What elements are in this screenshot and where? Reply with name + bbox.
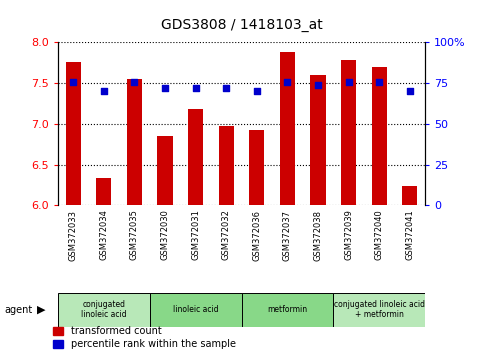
Bar bbox=[280, 52, 295, 205]
Text: GDS3808 / 1418103_at: GDS3808 / 1418103_at bbox=[161, 18, 322, 32]
Text: GSM372032: GSM372032 bbox=[222, 210, 231, 261]
Text: GSM372038: GSM372038 bbox=[313, 210, 323, 261]
Text: ▶: ▶ bbox=[37, 305, 45, 315]
Bar bbox=[150, 293, 242, 327]
Bar bbox=[371, 67, 387, 205]
Point bbox=[192, 85, 199, 91]
Bar bbox=[66, 62, 81, 205]
Bar bbox=[219, 126, 234, 205]
Bar bbox=[402, 186, 417, 205]
Point bbox=[222, 85, 230, 91]
Text: conjugated linoleic acid
+ metformin: conjugated linoleic acid + metformin bbox=[334, 300, 425, 319]
Point bbox=[100, 88, 108, 94]
Bar bbox=[157, 136, 173, 205]
Text: GSM372030: GSM372030 bbox=[160, 210, 170, 261]
Text: GSM372031: GSM372031 bbox=[191, 210, 200, 261]
Bar bbox=[333, 293, 425, 327]
Point bbox=[130, 79, 138, 84]
Bar bbox=[242, 293, 333, 327]
Text: conjugated
linoleic acid: conjugated linoleic acid bbox=[81, 300, 127, 319]
Point bbox=[284, 79, 291, 84]
Bar bbox=[341, 61, 356, 205]
Point bbox=[70, 79, 77, 84]
Text: GSM372035: GSM372035 bbox=[130, 210, 139, 261]
Bar bbox=[188, 109, 203, 205]
Text: GSM372039: GSM372039 bbox=[344, 210, 353, 261]
Point bbox=[161, 85, 169, 91]
Point bbox=[375, 79, 383, 84]
Text: GSM372041: GSM372041 bbox=[405, 210, 414, 260]
Text: agent: agent bbox=[5, 305, 33, 315]
Point bbox=[253, 88, 261, 94]
Text: GSM372036: GSM372036 bbox=[252, 210, 261, 261]
Point bbox=[345, 79, 353, 84]
Text: metformin: metformin bbox=[267, 305, 308, 314]
Bar bbox=[96, 178, 112, 205]
Bar bbox=[127, 79, 142, 205]
Text: GSM372040: GSM372040 bbox=[375, 210, 384, 260]
Bar bbox=[249, 130, 265, 205]
Text: GSM372034: GSM372034 bbox=[99, 210, 108, 261]
Point bbox=[314, 82, 322, 88]
Legend: transformed count, percentile rank within the sample: transformed count, percentile rank withi… bbox=[53, 326, 236, 349]
Bar bbox=[58, 293, 150, 327]
Point bbox=[406, 88, 413, 94]
Text: linoleic acid: linoleic acid bbox=[173, 305, 218, 314]
Text: GSM372033: GSM372033 bbox=[69, 210, 78, 261]
Text: GSM372037: GSM372037 bbox=[283, 210, 292, 261]
Bar bbox=[311, 75, 326, 205]
